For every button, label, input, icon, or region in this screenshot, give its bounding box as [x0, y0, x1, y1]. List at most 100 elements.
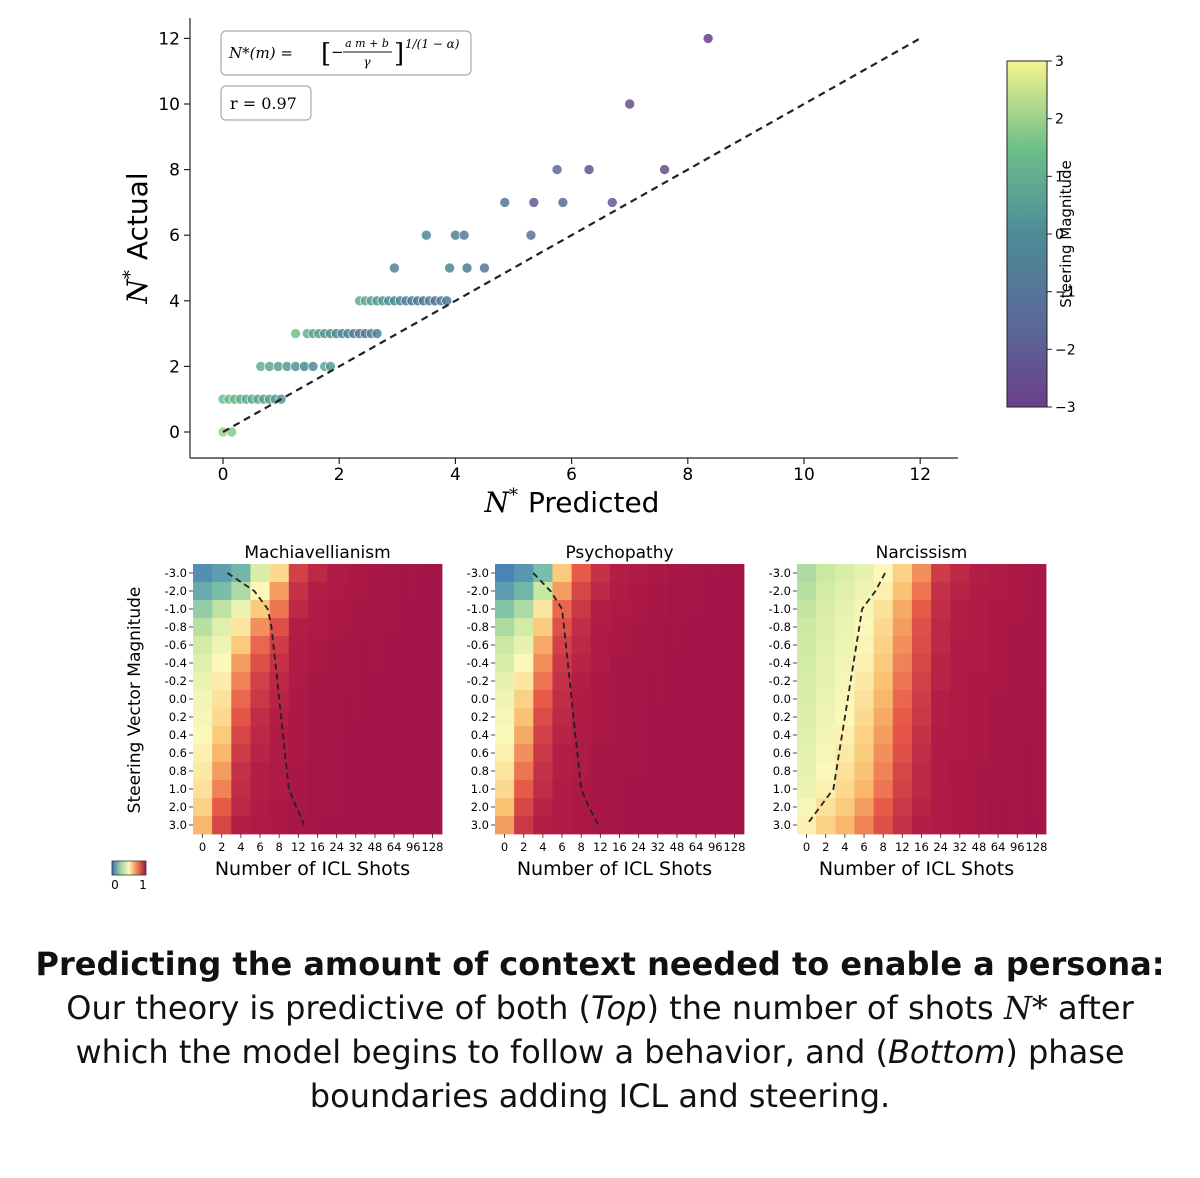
heatmap-cell	[571, 636, 592, 655]
heatmap-cell	[212, 564, 232, 583]
x-tick-label: 8	[682, 465, 693, 485]
heatmap-cell	[552, 690, 573, 709]
heatmap-cell	[609, 636, 630, 655]
heatmap-panel: Machiavellianism -3.0 -2.0 -1.0 -0.8 -0.6 -0.4…	[165, 543, 444, 880]
heatmap-cell	[346, 744, 366, 763]
heatmap-cell	[797, 780, 817, 799]
heatmap-cell	[950, 582, 970, 601]
heatmap-cell	[346, 672, 366, 691]
heatmap-cell	[552, 762, 573, 781]
heatmap-y-tick-label: -0.2	[769, 674, 791, 688]
heatmap-cell	[969, 582, 989, 601]
heatmap-cell	[686, 600, 707, 619]
heatmap-cell	[365, 744, 385, 763]
heatmap-cell	[835, 816, 855, 835]
heatmap-cell	[705, 708, 726, 727]
heatmap-cell	[931, 708, 951, 727]
heatmap-cell	[1007, 708, 1028, 727]
heatmap-cell	[629, 744, 649, 763]
heatmap-cell	[231, 564, 251, 583]
heatmap-cell	[403, 654, 424, 673]
heatmap-cell	[590, 780, 611, 799]
heatmap-cell	[193, 582, 213, 601]
heatmap-cell	[1007, 780, 1028, 799]
heatmap-cell	[552, 672, 573, 691]
heatmap-x-tick-label: 96	[1010, 840, 1025, 854]
heatmap-cell	[269, 708, 290, 727]
heatmap-x-tick-label: 4	[237, 840, 244, 854]
heatmap-cell	[533, 582, 553, 601]
heatmap-cell	[250, 636, 271, 655]
heatmap-cell	[307, 618, 328, 637]
formula-numerator: a m + b	[345, 37, 389, 50]
heatmap-cell	[911, 762, 932, 781]
heatmap-cell	[931, 600, 951, 619]
heatmap-cell	[533, 654, 553, 673]
heatmap-cell	[950, 780, 970, 799]
heatmap-cell	[307, 582, 328, 601]
heatmap-cell	[422, 654, 443, 673]
heatmap-cell	[250, 816, 271, 835]
heatmap-cell	[590, 654, 611, 673]
heatmap-cell	[648, 564, 668, 583]
heatmap-cell	[384, 798, 405, 817]
heatmap-cell	[327, 690, 347, 709]
heatmap-cell	[327, 762, 347, 781]
heatmap-cell	[705, 618, 726, 637]
x-tick-label: 0	[218, 465, 229, 485]
heatmap-cell	[724, 564, 745, 583]
caption-title: Predicting the amount of context needed …	[35, 945, 1165, 983]
heatmap-y-tick-label: 0.2	[169, 710, 187, 724]
heatmap-x-tick-label: 32	[952, 840, 967, 854]
heatmap-cell	[495, 690, 515, 709]
heatmap-cell	[892, 762, 913, 781]
heatmap-cell	[212, 726, 232, 745]
heatmap-cell	[571, 690, 592, 709]
heatmap-cell	[250, 672, 271, 691]
heatmap-cell	[705, 744, 726, 763]
heatmap-cell	[269, 636, 290, 655]
heatmap-cell	[422, 690, 443, 709]
heatmap-cell	[667, 636, 687, 655]
heatmap-cell	[422, 726, 443, 745]
heatmap-cell	[250, 690, 271, 709]
heatmap-x-tick-label: 8	[578, 840, 585, 854]
heatmap-cell	[629, 672, 649, 691]
heatmap-y-axis-label: Steering Vector Magnitude	[125, 587, 145, 814]
caption-line-2: Our theory is predictive of both (Top) t…	[0, 986, 1200, 1030]
heatmap-cell	[931, 762, 951, 781]
heatmap-cell	[288, 726, 309, 745]
heatmap-x-tick-label: 32	[650, 840, 665, 854]
heatmap-cell	[931, 636, 951, 655]
heatmap-cell	[307, 672, 328, 691]
heatmap-y-tick-label: 0.4	[471, 728, 489, 742]
formula-exponent: 1/(1 − α)	[405, 37, 460, 51]
heatmap-cell	[590, 690, 611, 709]
heatmap-cell	[705, 672, 726, 691]
heatmap-cell	[969, 618, 989, 637]
heatmap-cell	[1007, 762, 1028, 781]
heatmap-cell	[629, 708, 649, 727]
heatmap-y-tick-label: 3.0	[169, 818, 187, 832]
heatmap-cell	[495, 564, 515, 583]
caption-line-4: boundaries adding ICL and steering.	[309, 1077, 891, 1115]
heatmap-cell	[1026, 582, 1047, 601]
heatmap-cell	[816, 744, 836, 763]
heatmap-cell	[422, 708, 443, 727]
heatmap-cell	[797, 654, 817, 673]
heatmap-cell	[533, 726, 553, 745]
heatmap-cell	[403, 762, 424, 781]
heatmap-title: Narcissism	[876, 543, 968, 563]
heatmap-cell	[988, 600, 1009, 619]
heatmap-cell	[422, 744, 443, 763]
heatmap-cell	[648, 762, 668, 781]
heatmap-cell	[911, 708, 932, 727]
heatmap-cell	[1026, 564, 1047, 583]
heatmap-cell	[835, 636, 855, 655]
formula-minus: −	[331, 43, 344, 61]
heatmap-cell	[1007, 690, 1028, 709]
heatmap-cell	[892, 654, 913, 673]
heatmap-cell	[288, 582, 309, 601]
heatmap-cell	[250, 708, 271, 727]
heatmap-title: Machiavellianism	[244, 543, 390, 563]
